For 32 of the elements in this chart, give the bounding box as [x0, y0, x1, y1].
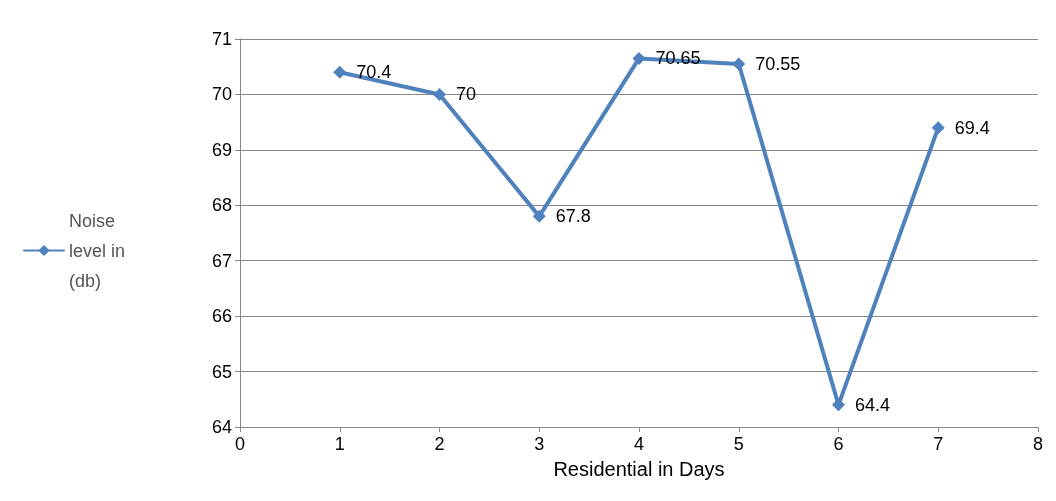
point [931, 121, 945, 135]
data-label: 70.55 [755, 53, 801, 74]
point [333, 65, 347, 79]
x-tick-label: 7 [933, 434, 944, 454]
y-tick-label: 69 [211, 139, 232, 160]
data-label: 69.4 [954, 117, 990, 138]
x-tick-label: 5 [733, 434, 744, 454]
point [532, 209, 546, 223]
data-label: 70 [456, 84, 477, 105]
y-tick-label: 67 [211, 250, 232, 271]
x-tick-label: 1 [334, 434, 345, 454]
x-tick-label: 0 [234, 434, 246, 454]
x-tick-label: 8 [1032, 434, 1044, 454]
point [832, 398, 845, 412]
data-label: 64.4 [855, 394, 891, 415]
point [632, 51, 646, 65]
y-tick-label: 68 [211, 195, 232, 216]
point [732, 57, 746, 71]
y-tick-label: 66 [211, 306, 232, 327]
data-label: 70.4 [356, 62, 392, 83]
legend-label: Noise level in (db) [69, 210, 131, 291]
point [433, 87, 446, 101]
y-tick-label: 65 [211, 361, 232, 382]
x-axis-title: Residential in Days [553, 458, 725, 480]
x-tick-label: 6 [833, 434, 844, 454]
x-tick-label: 4 [633, 434, 645, 454]
x-tick-label: 3 [534, 434, 545, 454]
x-tick-label: 2 [434, 434, 445, 454]
data-label: 67.8 [555, 206, 591, 227]
y-tick-label: 70 [211, 84, 232, 105]
y-tick-label: 64 [211, 417, 232, 437]
y-tick-label: 71 [211, 29, 232, 49]
